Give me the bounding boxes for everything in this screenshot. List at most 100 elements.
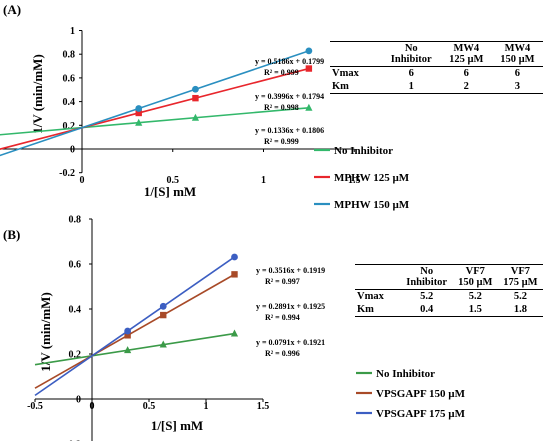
- panel-a-trendline-2: [0, 50, 310, 157]
- panel-b-legend-label: No Inhibitor: [376, 368, 435, 380]
- panel-a-point: [135, 118, 143, 126]
- panel-b-legend-label: VPSGAPF 150 µM: [376, 388, 466, 400]
- panel-a-point: [191, 113, 200, 121]
- panel-a-legend-label: MPHW 125 µM: [334, 172, 410, 184]
- panel-b-y-tick-label: 0.2: [69, 350, 82, 361]
- table-cell: 0.4: [420, 304, 434, 315]
- panel-b-x-tick-label: 1.5: [257, 401, 270, 412]
- panel-b-y-tick-label: 0.8: [69, 215, 82, 226]
- panel-a-point: [305, 47, 313, 55]
- table-cell: 6: [514, 68, 521, 79]
- panel-a-y-tick-label: 0.2: [63, 121, 76, 132]
- table-cell: 5.2: [513, 291, 527, 302]
- panel-b-point: [159, 302, 167, 310]
- table-cell: 1: [408, 81, 414, 92]
- table-header-cell: MW4 150 µM: [500, 43, 535, 65]
- kinetics-table-b: No Inhibitor VF7 150 µM VF7 175 µM Vmax 5.2 5.2 5…: [355, 264, 543, 317]
- table-cell: 6: [408, 68, 414, 79]
- panel-a-equation: y = 0.3996x + 0.1794: [255, 92, 324, 101]
- panel-b-r-squared: R² = 0.996: [265, 349, 300, 358]
- panel-a-y-tick-label: 1: [70, 26, 75, 37]
- panel-b-equation: y = 0.3516x + 0.1919: [256, 266, 325, 275]
- table-header-cell: [355, 265, 401, 290]
- panel-b-trendline-0: [34, 332, 235, 366]
- table-cell: 1.8: [513, 304, 527, 315]
- panel-b-point: [124, 346, 132, 354]
- panel-b-trendline-1: [34, 273, 235, 389]
- kinetics-table-a: No Inhibitor MW4 125 µM MW4 150 µM Vmax 6 6 6 Km 1 2…: [330, 41, 543, 94]
- panel-b-y-tick-label: -0.2: [65, 440, 81, 441]
- panel-b-point: [160, 311, 167, 319]
- panel-b-equation: y = 0.2891x + 0.1925: [256, 302, 325, 311]
- panel-a-point: [192, 85, 199, 93]
- panel-b-y-tick-label: 0.6: [69, 260, 82, 271]
- panel-a-equation: y = 0.5186x + 0.1799: [255, 57, 324, 66]
- panel-b-x-tick-label: 1: [204, 401, 209, 412]
- panel-a-x-axis-label: 1/[S] mM: [144, 184, 196, 199]
- table-cell: 3: [514, 81, 521, 92]
- table-cell: Vmax: [357, 291, 384, 302]
- table-cell: 5.2: [420, 291, 434, 302]
- table-cell: 5.2: [468, 291, 482, 302]
- table-header-cell: No Inhibitor: [406, 266, 448, 288]
- panel-a-y-tick-label: -0.2: [59, 168, 75, 179]
- panel-b-y-tick-label: 0: [76, 395, 81, 406]
- panel-a-y-tick-label: 0.8: [63, 50, 76, 61]
- table-header-cell: No Inhibitor: [390, 43, 432, 65]
- panel-b-y-axis-label: 1/V (min/mM): [38, 292, 53, 372]
- panel-a-y-tick-label: 0.6: [63, 73, 76, 84]
- table-cell: Km: [332, 81, 349, 92]
- panel-a-trendline-0: [0, 107, 309, 136]
- panel-b-trendline-2: [34, 256, 235, 397]
- panel-b-point: [124, 327, 132, 335]
- panel-b-point: [231, 271, 238, 278]
- panel-a-equation: y = 0.1336x + 0.1806: [255, 126, 324, 135]
- table-header-cell: MW4 125 µM: [449, 43, 484, 65]
- table-header-cell: [330, 42, 382, 67]
- panel-a-y-axis-label: 1/V (min/mM): [30, 54, 45, 134]
- panel-a-r-squared: R² = 0.998: [264, 103, 299, 112]
- panel-a-legend-label: No Inhibitor: [334, 145, 393, 157]
- table-header-cell: VF7 175 µM: [503, 266, 538, 288]
- panel-b-equation: y = 0.0791x + 0.1921: [256, 338, 325, 347]
- panel-b-x-axis-label: 1/[S] mM: [151, 418, 203, 433]
- panel-a-label: (A): [3, 2, 21, 17]
- panel-a-y-tick-label: 0: [70, 145, 75, 156]
- panel-b-y-tick-label: 0.4: [69, 305, 82, 316]
- panel-a-x-tick-label: 0: [80, 175, 85, 186]
- panel-a-x-tick-label: 0.5: [167, 175, 180, 186]
- panel-a-point: [192, 94, 199, 102]
- panel-b-point: [231, 253, 238, 261]
- panel-a-point: [305, 103, 313, 111]
- table-row: Vmax 6 6 6: [330, 67, 543, 81]
- panel-b-r-squared: R² = 0.997: [265, 277, 300, 286]
- panel-a-legend-label: MPHW 150 µM: [334, 199, 410, 211]
- panel-b-x-tick-label: 0.5: [143, 401, 156, 412]
- panel-b-legend-label: VPSGAPF 175 µM: [376, 408, 466, 420]
- panel-a-r-squared: R² = 0.999: [264, 68, 299, 77]
- table-cell: Vmax: [332, 68, 359, 79]
- panel-b-point: [124, 332, 131, 339]
- table-row: Km 0.4 1.5 1.8: [355, 303, 543, 317]
- panel-a-trendline-1: [0, 67, 310, 150]
- panel-b-x-tick-label: 0: [90, 401, 95, 412]
- table-cell: 2: [463, 81, 469, 92]
- table-cell: 6: [463, 68, 469, 79]
- panel-b-x-tick-label: -0.5: [27, 401, 43, 412]
- panel-b-point: [230, 329, 239, 337]
- panel-a-point: [135, 109, 142, 117]
- panel-b-r-squared: R² = 0.994: [265, 313, 300, 322]
- table-row: Km 1 2 3: [330, 80, 543, 94]
- table-cell: Km: [357, 304, 374, 315]
- panel-a-x-tick-label: 1: [261, 175, 266, 186]
- panel-a-point: [135, 105, 143, 112]
- panel-a-point: [305, 65, 313, 72]
- panel-a-r-squared: R² = 0.999: [264, 137, 299, 146]
- table-header-cell: VF7 150 µM: [458, 266, 493, 288]
- panel-b-point: [159, 340, 167, 348]
- panel-a-y-tick-label: 0.4: [63, 97, 76, 108]
- table-cell: 1.5: [468, 304, 482, 315]
- panel-b-label: (B): [3, 227, 20, 242]
- table-row: Vmax 5.2 5.2 5.2: [355, 290, 543, 304]
